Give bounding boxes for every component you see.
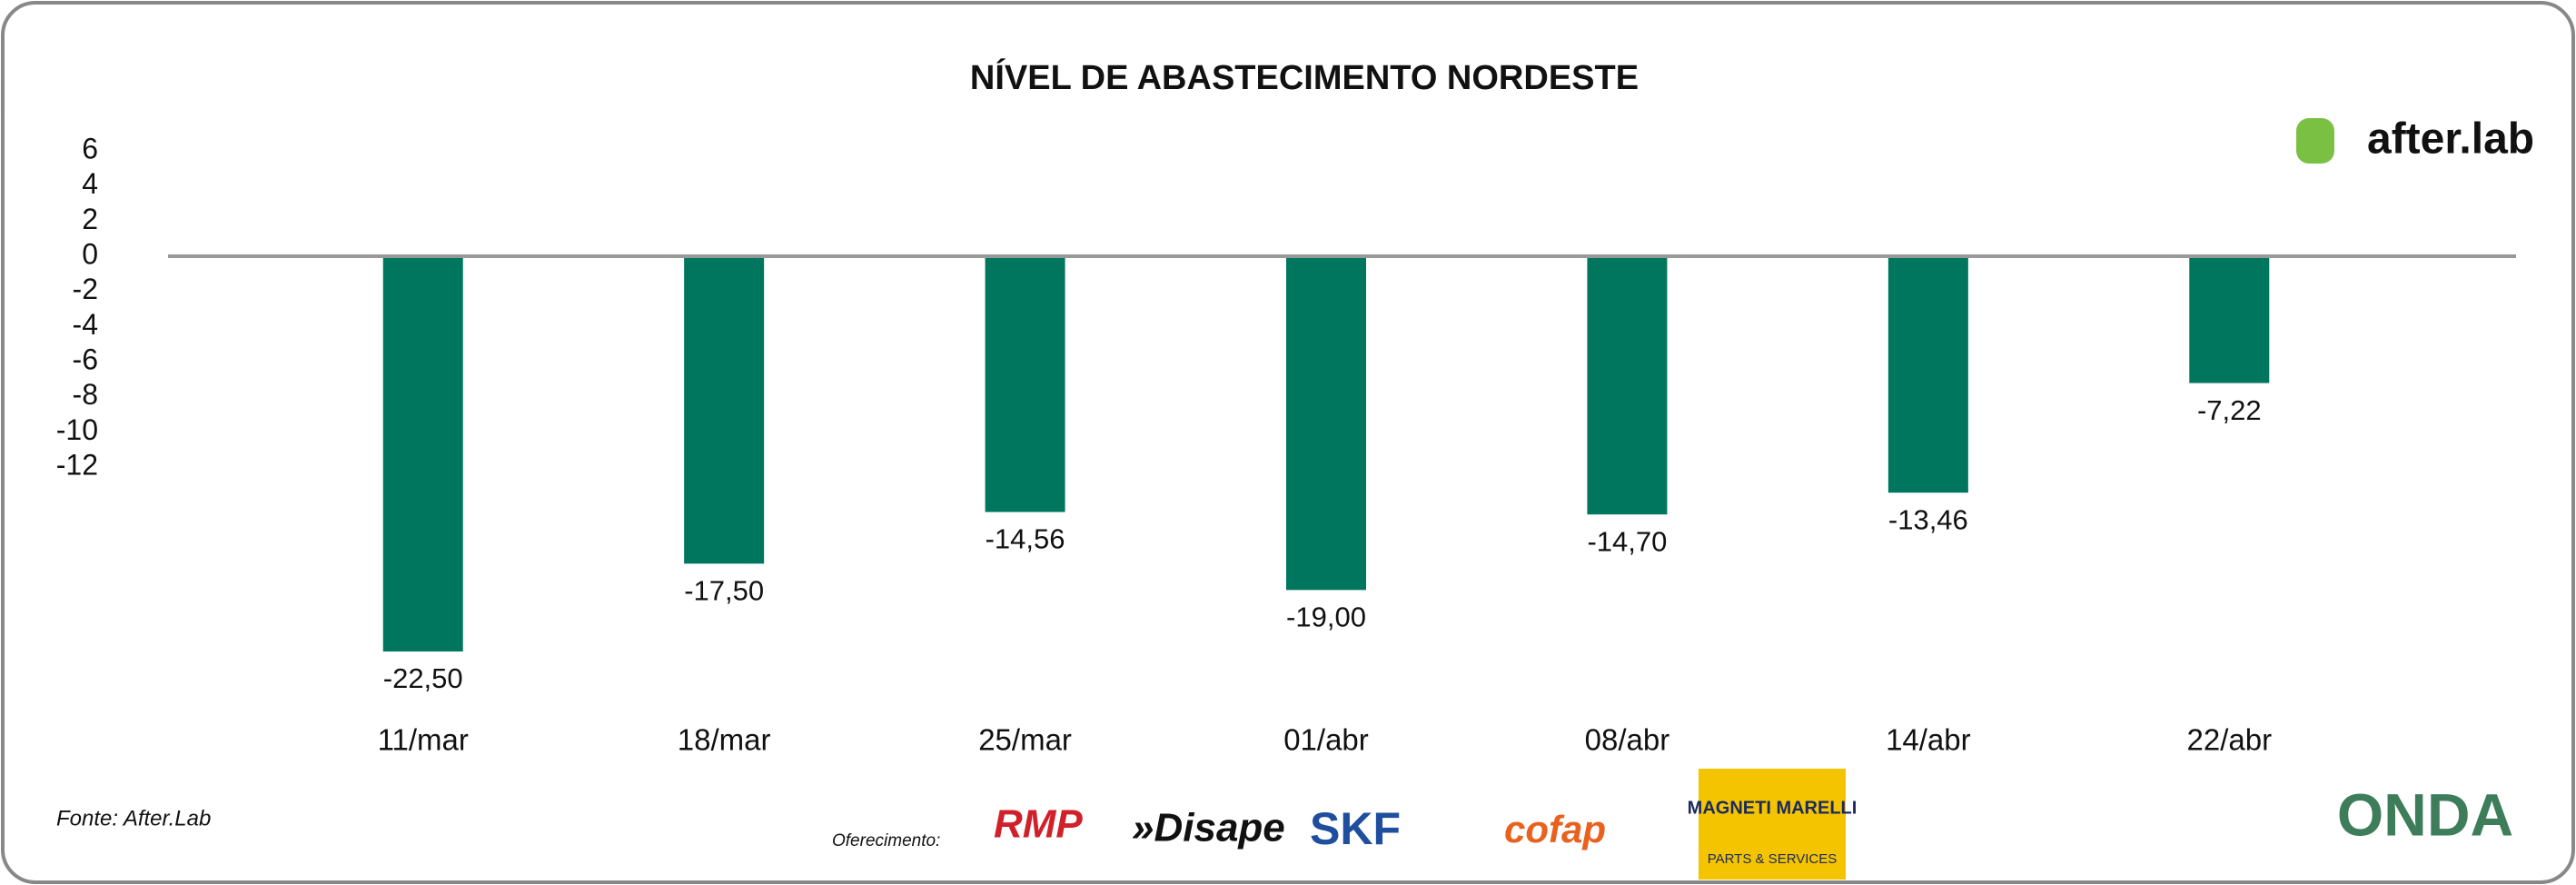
value-label: -17,50 <box>684 575 764 607</box>
sponsor-box <box>1699 769 1846 880</box>
bar <box>1887 256 1968 493</box>
value-label: -14,70 <box>1587 525 1667 557</box>
y-tick-label: 0 <box>82 237 98 270</box>
sponsor-logo: SKF <box>1310 803 1401 854</box>
y-tick-label: 2 <box>82 203 98 235</box>
sponsor-logo: RMP <box>994 802 1083 847</box>
bar <box>1587 256 1668 515</box>
x-tick-label: 25/mar <box>978 723 1072 757</box>
logo-icon <box>2296 118 2334 164</box>
x-tick-label: 14/abr <box>1886 723 1971 757</box>
x-tick-label: 11/mar <box>378 723 469 757</box>
bar <box>2189 256 2270 383</box>
sponsor-label: Oferecimento: <box>832 831 940 850</box>
sponsor-logo: »Disape <box>1132 806 1285 850</box>
sponsor-logo: cofap <box>1504 808 1606 850</box>
bar <box>985 256 1065 512</box>
chart-title: NÍVEL DE ABASTECIMENTO NORDESTE <box>970 57 1639 97</box>
value-label: -7,22 <box>2197 394 2262 426</box>
value-label: -22,50 <box>383 662 463 694</box>
y-tick-label: -4 <box>73 308 98 341</box>
logo: after.lab <box>2367 115 2534 164</box>
bar <box>382 256 463 651</box>
bar <box>684 256 765 564</box>
y-tick-label: 4 <box>82 167 98 200</box>
x-tick-label: 18/mar <box>678 723 771 757</box>
value-label: -13,46 <box>1888 503 1968 535</box>
y-tick-label: -12 <box>56 448 98 481</box>
y-tick-label: -2 <box>73 273 98 305</box>
value-label: -19,00 <box>1286 602 1366 633</box>
sponsor-logo: MAGNETI MARELLI <box>1688 798 1858 818</box>
y-tick-label: -10 <box>56 413 98 446</box>
x-tick-label: 22/abr <box>2186 723 2272 757</box>
y-tick-label: -6 <box>73 343 98 375</box>
footer-logo: ONDA <box>2337 781 2513 848</box>
x-tick-label: 08/abr <box>1585 723 1670 757</box>
sponsor-logo: PARTS & SERVICES <box>1708 851 1838 867</box>
source: Fonte: After.Lab <box>56 806 211 830</box>
y-tick-label: -8 <box>73 378 98 411</box>
x-tick-label: 01/abr <box>1283 723 1369 757</box>
bar <box>1286 256 1366 591</box>
y-tick-label: 6 <box>82 132 98 164</box>
value-label: -14,56 <box>986 523 1065 555</box>
